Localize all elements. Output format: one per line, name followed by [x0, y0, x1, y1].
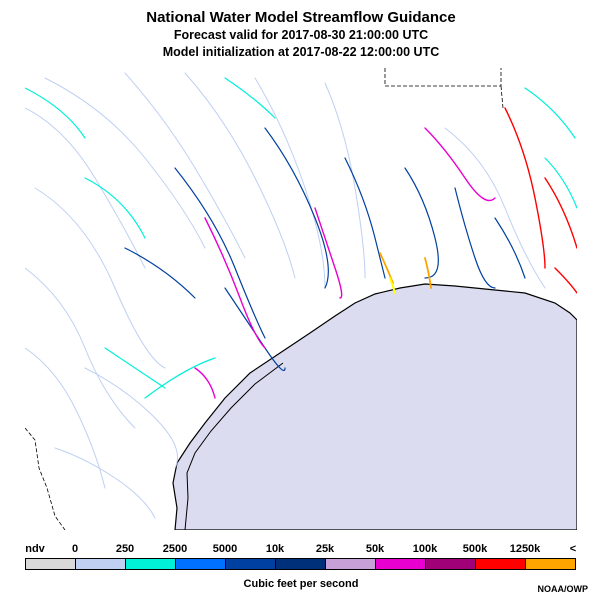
- legend-label-ndv: ndv: [25, 543, 45, 555]
- legend-swatch-10: [526, 559, 575, 569]
- legend-label-250: 250: [115, 543, 135, 555]
- legend-swatch-3: [176, 559, 226, 569]
- legend-label-500k: 500k: [462, 543, 488, 555]
- legend-swatch-4: [226, 559, 276, 569]
- state-border: [384, 68, 504, 109]
- title-block: National Water Model Streamflow Guidance…: [0, 8, 602, 61]
- legend-swatch-8: [426, 559, 476, 569]
- legend-label-10k: 10k: [265, 543, 285, 555]
- legend-swatch-7: [376, 559, 426, 569]
- gulf-of-mexico: [172, 283, 577, 530]
- map-title: National Water Model Streamflow Guidance: [146, 9, 456, 26]
- legend-swatch-2: [126, 559, 176, 569]
- border-west: [25, 427, 66, 530]
- streamflow-map[interactable]: [25, 68, 577, 530]
- forecast-valid-label: Forecast valid for 2017-08-30 21:00:00 U…: [173, 28, 429, 42]
- legend-swatch-0: [26, 559, 76, 569]
- legend-swatch-1: [76, 559, 126, 569]
- model-init-label: Model initialization at 2017-08-22 12:00…: [162, 45, 440, 59]
- color-scale-bar: [25, 558, 576, 570]
- legend-label-0: 0: [71, 543, 79, 555]
- river-network: [25, 72, 577, 519]
- legend-label-5000: 5000: [212, 543, 238, 555]
- legend-label-50k: 50k: [365, 543, 385, 555]
- legend-label-25k: 25k: [315, 543, 335, 555]
- barrier-islands: [184, 362, 284, 530]
- legend-labels: ndv 0 250 2500 5000 10k 25k 50k 100k 500…: [0, 543, 602, 557]
- legend-label-max: <: [569, 543, 577, 555]
- legend-label-1250k: 1250k: [509, 543, 541, 555]
- legend-swatch-5: [276, 559, 326, 569]
- legend-swatch-6: [326, 559, 376, 569]
- legend-label-100k: 100k: [412, 543, 438, 555]
- legend-swatch-9: [476, 559, 526, 569]
- units-label: Cubic feet per second: [243, 578, 359, 590]
- credit-label: NOAA/OWP: [537, 584, 589, 594]
- legend-label-2500: 2500: [162, 543, 188, 555]
